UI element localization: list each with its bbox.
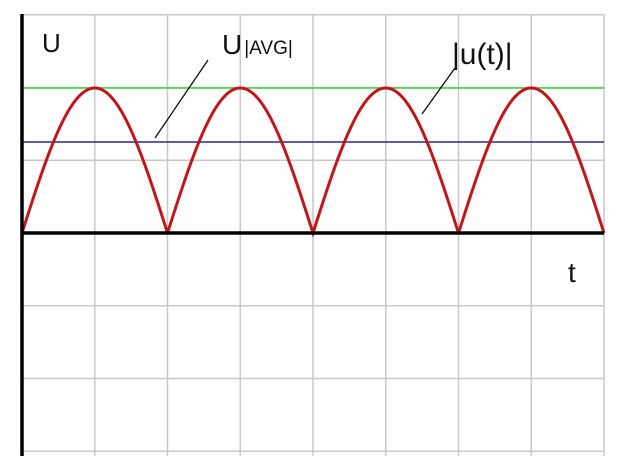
avg-leader [154, 59, 209, 139]
y-axis-label: U [42, 28, 61, 58]
x-axis-label: t [568, 257, 576, 288]
abs-label: |u(t)| [452, 38, 513, 71]
avg-label: U |AVG| [222, 29, 293, 60]
avg-label-main: U [222, 29, 242, 60]
avg-label-subscript: |AVG| [244, 38, 293, 59]
abs-leader [421, 67, 456, 115]
